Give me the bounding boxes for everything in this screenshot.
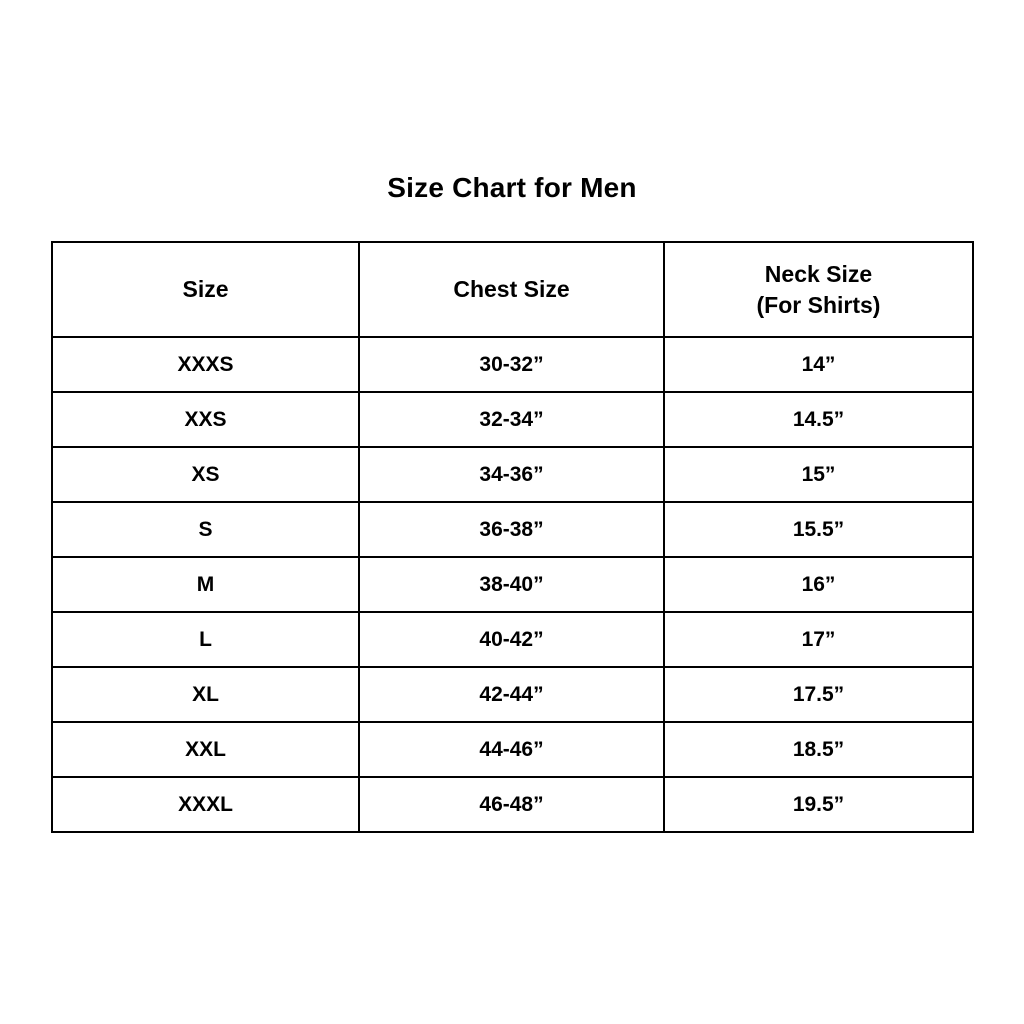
- table-row: XXXS 30-32” 14”: [51, 336, 974, 393]
- table-row: XXS 32-34” 14.5”: [51, 391, 974, 448]
- cell-neck-size: 15.5”: [663, 501, 974, 558]
- table-row: M 38-40” 16”: [51, 556, 974, 613]
- page-title: Size Chart for Men: [387, 172, 637, 203]
- table-header-row: Size Chest Size Neck Size (For Shirts): [51, 241, 974, 338]
- column-header-neck-size-line2: (For Shirts): [756, 291, 881, 318]
- cell-size: S: [51, 501, 360, 558]
- cell-size: XXS: [51, 391, 360, 448]
- table-row: L 40-42” 17”: [51, 611, 974, 668]
- cell-neck-size: 14.5”: [663, 391, 974, 448]
- cell-size: XS: [51, 446, 360, 503]
- cell-chest-size: 38-40”: [358, 556, 665, 613]
- column-header-size: Size: [51, 241, 360, 338]
- cell-size: XXXS: [51, 336, 360, 393]
- table-body: XXXS 30-32” 14” XXS 32-34” 14.5” XS 34-36” 15” S 3…: [51, 336, 974, 833]
- table-row: XS 34-36” 15”: [51, 446, 974, 503]
- column-header-neck-size-line1: Neck Size: [764, 260, 873, 287]
- column-header-chest-size: Chest Size: [358, 241, 665, 338]
- cell-chest-size: 32-34”: [358, 391, 665, 448]
- cell-size: XXXL: [51, 776, 360, 833]
- table-header: Size Chest Size Neck Size (For Shirts): [51, 241, 974, 338]
- cell-chest-size: 42-44”: [358, 666, 665, 723]
- cell-neck-size: 17”: [663, 611, 974, 668]
- table-row: XXL 44-46” 18.5”: [51, 721, 974, 778]
- cell-chest-size: 44-46”: [358, 721, 665, 778]
- cell-chest-size: 30-32”: [358, 336, 665, 393]
- size-chart-table: Size Chest Size Neck Size (For Shirts) X…: [51, 241, 974, 833]
- cell-size: M: [51, 556, 360, 613]
- cell-size: L: [51, 611, 360, 668]
- cell-chest-size: 46-48”: [358, 776, 665, 833]
- cell-chest-size: 34-36”: [358, 446, 665, 503]
- cell-size: XL: [51, 666, 360, 723]
- cell-chest-size: 36-38”: [358, 501, 665, 558]
- column-header-neck-size: Neck Size (For Shirts): [663, 241, 974, 338]
- cell-chest-size: 40-42”: [358, 611, 665, 668]
- cell-neck-size: 18.5”: [663, 721, 974, 778]
- table-row: XXXL 46-48” 19.5”: [51, 776, 974, 833]
- cell-neck-size: 16”: [663, 556, 974, 613]
- table-row: S 36-38” 15.5”: [51, 501, 974, 558]
- size-chart-table-container: Size Chest Size Neck Size (For Shirts) X…: [51, 241, 974, 833]
- cell-neck-size: 15”: [663, 446, 974, 503]
- cell-neck-size: 17.5”: [663, 666, 974, 723]
- cell-neck-size: 14”: [663, 336, 974, 393]
- cell-neck-size: 19.5”: [663, 776, 974, 833]
- table-row: XL 42-44” 17.5”: [51, 666, 974, 723]
- cell-size: XXL: [51, 721, 360, 778]
